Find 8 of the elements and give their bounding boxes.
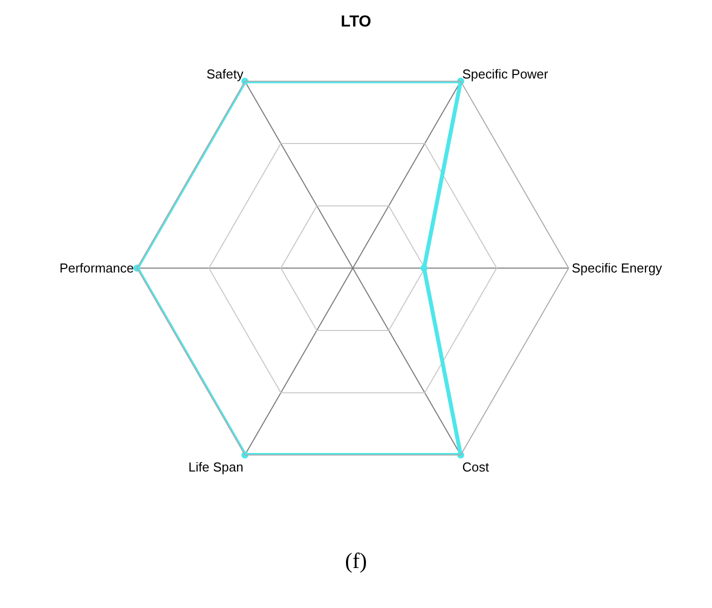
text: (f) [345, 548, 367, 573]
chart-title: LTO [340, 13, 372, 30]
spoke-label: Specific Power [462, 66, 549, 82]
spoke-label: Life Span [188, 459, 244, 474]
spoke-label: Safety [206, 66, 244, 82]
spoke-label: Specific Energy [572, 260, 663, 276]
spoke-label: Performance [59, 260, 134, 276]
spoke-label: Cost [462, 459, 490, 474]
